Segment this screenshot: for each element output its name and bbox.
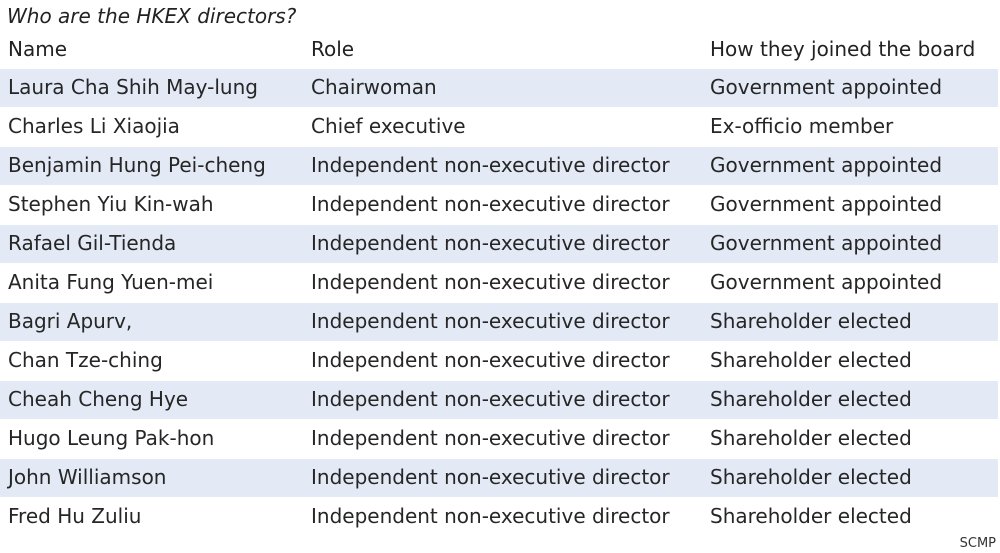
cell-name: Fred Hu Zuliu — [8, 504, 142, 528]
table-row: Chan Tze-ching Independent non-executive… — [0, 341, 998, 380]
column-header-role: Role — [311, 37, 355, 61]
cell-name: Cheah Cheng Hye — [8, 387, 189, 411]
table-row: John Williamson Independent non-executiv… — [0, 458, 998, 497]
column-header-name: Name — [8, 37, 68, 61]
table-row: Benjamin Hung Pei-cheng Independent non-… — [0, 146, 998, 185]
source-credit: SCMP — [959, 536, 996, 551]
table-title: Who are the HKEX directors? — [7, 4, 297, 28]
table-row: Charles Li Xiaojia Chief executive Ex-of… — [0, 107, 998, 146]
table-row: Cheah Cheng Hye Independent non-executiv… — [0, 380, 998, 419]
directors-table: Name Role How they joined the board Laur… — [0, 30, 998, 536]
table-header: Name Role How they joined the board — [0, 30, 998, 68]
table-row: Fred Hu Zuliu Independent non-executive … — [0, 497, 998, 536]
cell-role: Independent non-executive director — [311, 465, 670, 489]
cell-role: Independent non-executive director — [311, 504, 670, 528]
cell-joined: Government appointed — [710, 75, 943, 99]
cell-joined: Shareholder elected — [710, 387, 912, 411]
cell-name: Anita Fung Yuen-mei — [8, 270, 214, 294]
cell-role: Independent non-executive director — [311, 270, 670, 294]
cell-role: Independent non-executive director — [311, 426, 670, 450]
cell-name: Chan Tze-ching — [8, 348, 163, 372]
table-row: Laura Cha Shih May-lung Chairwoman Gover… — [0, 68, 998, 107]
cell-role: Independent non-executive director — [311, 387, 670, 411]
cell-joined: Government appointed — [710, 270, 943, 294]
table-row: Anita Fung Yuen-mei Independent non-exec… — [0, 263, 998, 302]
cell-joined: Shareholder elected — [710, 465, 912, 489]
cell-name: Bagri Apurv, — [8, 309, 133, 333]
cell-name: John Williamson — [8, 465, 167, 489]
cell-joined: Government appointed — [710, 192, 943, 216]
cell-joined: Shareholder elected — [710, 426, 912, 450]
cell-name: Charles Li Xiaojia — [8, 114, 180, 138]
cell-role: Chairwoman — [311, 75, 437, 99]
cell-joined: Government appointed — [710, 153, 943, 177]
cell-role: Chief executive — [311, 114, 466, 138]
cell-role: Independent non-executive director — [311, 348, 670, 372]
cell-role: Independent non-executive director — [311, 192, 670, 216]
cell-joined: Ex-officio member — [710, 114, 894, 138]
cell-joined: Shareholder elected — [710, 309, 912, 333]
cell-role: Independent non-executive director — [311, 309, 670, 333]
cell-name: Rafael Gil-Tienda — [8, 231, 177, 255]
table-row: Stephen Yiu Kin-wah Independent non-exec… — [0, 185, 998, 224]
cell-role: Independent non-executive director — [311, 231, 670, 255]
cell-joined: Shareholder elected — [710, 348, 912, 372]
cell-joined: Shareholder elected — [710, 504, 912, 528]
cell-name: Benjamin Hung Pei-cheng — [8, 153, 266, 177]
cell-name: Hugo Leung Pak-hon — [8, 426, 215, 450]
table-row: Hugo Leung Pak-hon Independent non-execu… — [0, 419, 998, 458]
cell-name: Laura Cha Shih May-lung — [8, 75, 258, 99]
column-header-joined: How they joined the board — [710, 37, 976, 61]
table-row: Rafael Gil-Tienda Independent non-execut… — [0, 224, 998, 263]
table-row: Bagri Apurv, Independent non-executive d… — [0, 302, 998, 341]
cell-name: Stephen Yiu Kin-wah — [8, 192, 214, 216]
cell-role: Independent non-executive director — [311, 153, 670, 177]
cell-joined: Government appointed — [710, 231, 943, 255]
